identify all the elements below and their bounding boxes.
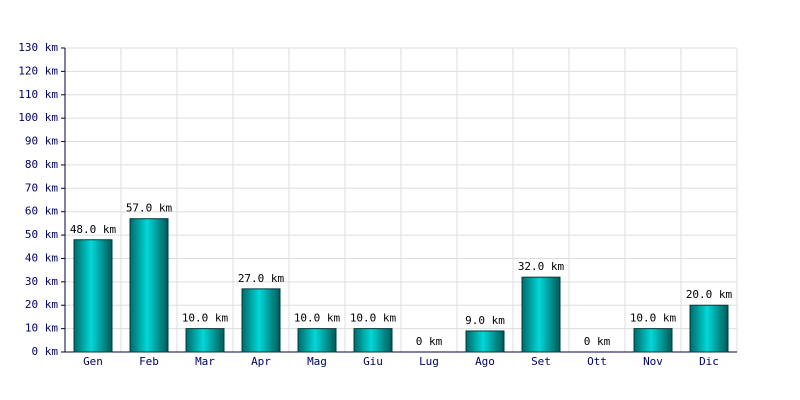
data-label: 27.0 km: [238, 272, 285, 285]
x-tick-label: Apr: [251, 355, 271, 368]
x-tick-label: Mar: [195, 355, 215, 368]
bar: [297, 328, 337, 353]
x-tick-label: Giu: [363, 355, 383, 368]
bar: [185, 328, 225, 353]
data-label: 9.0 km: [465, 314, 505, 327]
y-tick-label: 10 km: [25, 322, 58, 335]
x-tick-label: Ott: [587, 355, 607, 368]
x-tick-label: Ago: [475, 355, 495, 368]
bar: [241, 288, 281, 353]
y-tick-label: 120 km: [18, 64, 58, 77]
bar: [689, 304, 729, 353]
data-label: 10.0 km: [294, 312, 341, 325]
y-tick-label: 20 km: [25, 298, 58, 311]
x-tick-label: Nov: [643, 355, 663, 368]
bar: [353, 328, 393, 353]
x-tick-label: Set: [531, 355, 551, 368]
y-tick-label: 70 km: [25, 181, 58, 194]
data-label: 48.0 km: [70, 223, 117, 236]
y-tick-label: 50 km: [25, 228, 58, 241]
y-tick-label: 60 km: [25, 205, 58, 218]
data-label: 0 km: [416, 335, 443, 348]
data-label: 32.0 km: [518, 260, 565, 273]
y-tick-label: 110 km: [18, 88, 58, 101]
bar: [521, 276, 561, 353]
x-tick-label: Feb: [139, 355, 159, 368]
x-tick-label: Mag: [307, 355, 327, 368]
bar: [129, 218, 169, 353]
data-label: 10.0 km: [182, 312, 229, 325]
y-tick-label: 80 km: [25, 158, 58, 171]
bar: [465, 330, 505, 353]
x-tick-label: Dic: [699, 355, 719, 368]
data-label: 10.0 km: [630, 312, 677, 325]
y-tick-label: 90 km: [25, 135, 58, 148]
bar: [73, 239, 113, 353]
bar: [633, 328, 673, 353]
y-tick-label: 100 km: [18, 111, 58, 124]
y-tick-label: 30 km: [25, 275, 58, 288]
data-label: 57.0 km: [126, 202, 173, 215]
y-tick-label: 40 km: [25, 251, 58, 264]
data-label: 10.0 km: [350, 312, 397, 325]
y-tick-label: 0 km: [32, 345, 59, 358]
y-tick-label: 130 km: [18, 41, 58, 54]
x-tick-label: Gen: [83, 355, 103, 368]
x-tick-label: Lug: [419, 355, 439, 368]
data-label: 20.0 km: [686, 288, 733, 301]
data-label: 0 km: [584, 335, 611, 348]
